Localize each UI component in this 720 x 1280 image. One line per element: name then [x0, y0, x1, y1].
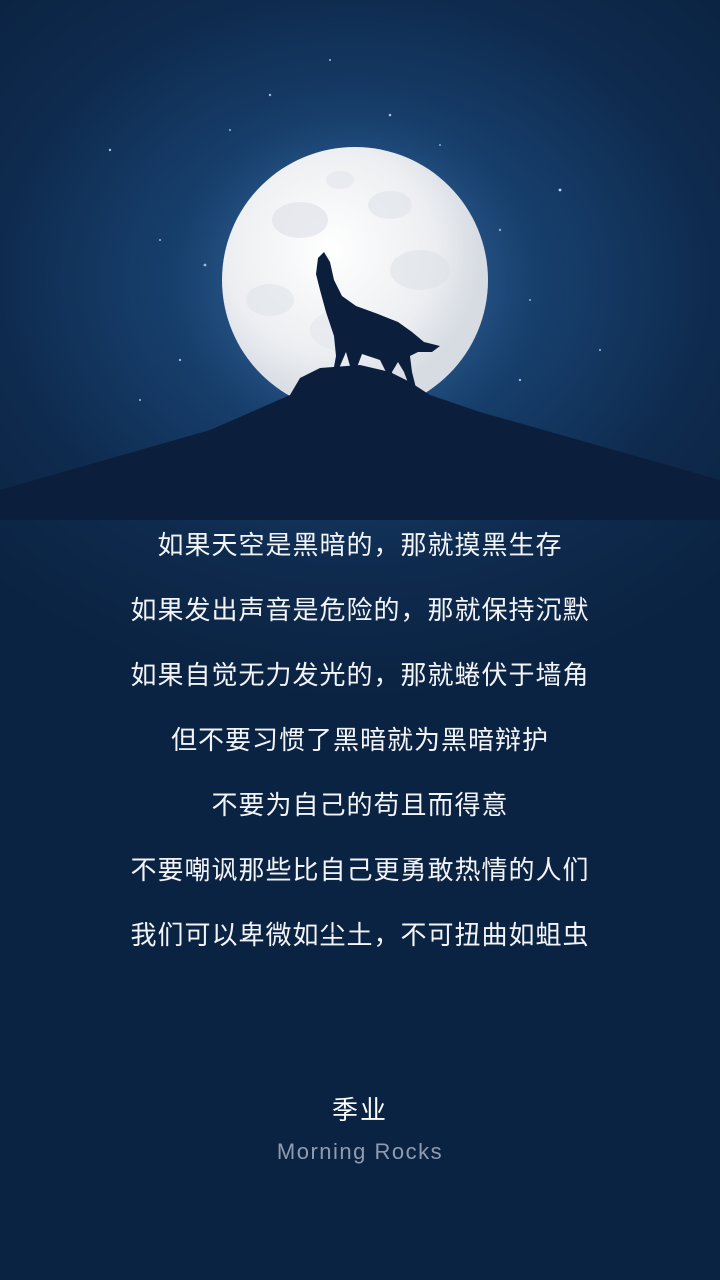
night-sky-illustration — [0, 59, 720, 520]
poem-line-6: 不要嘲讽那些比自己更勇敢热情的人们 — [130, 856, 590, 886]
author-name: 季业 — [331, 1096, 388, 1126]
poem-line-1: 如果天空是黑暗的，那就摸黑生存 — [157, 531, 563, 561]
howling-wolf-icon — [316, 252, 440, 388]
brand-name: Morning Rocks — [276, 1139, 444, 1164]
signature: 季业 Morning Rocks — [0, 1094, 720, 1166]
poem-line-4: 但不要习惯了黑暗就为黑暗辩护 — [170, 726, 549, 756]
poem-line-2: 如果发出声音是危险的，那就保持沉默 — [130, 596, 590, 626]
mountain-silhouette — [0, 365, 720, 520]
poem-line-5: 不要为自己的苟且而得意 — [211, 791, 509, 821]
poem-line-3: 如果自觉无力发光的，那就蜷伏于墙角 — [130, 661, 590, 691]
poem-line-7: 我们可以卑微如尘土，不可扭曲如蛆虫 — [130, 921, 590, 951]
poem: 如果天空是黑暗的，那就摸黑生存 如果发出声音是危险的，那就保持沉默 如果自觉无力… — [0, 530, 720, 985]
